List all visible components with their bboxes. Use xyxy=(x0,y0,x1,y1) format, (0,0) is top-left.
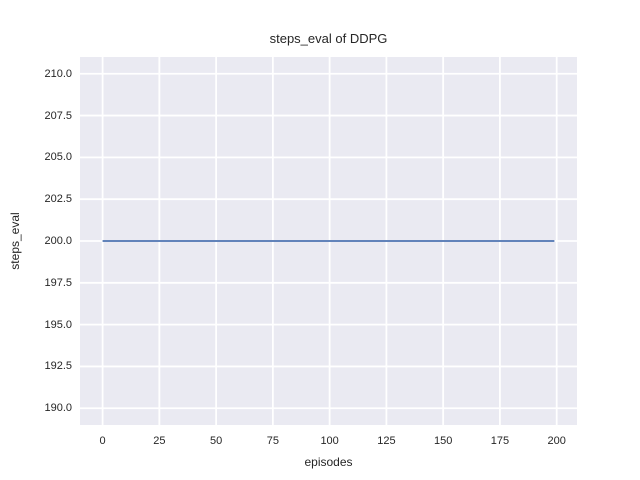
chart-title: steps_eval of DDPG xyxy=(269,31,388,46)
x-tick-label: 150 xyxy=(433,435,453,447)
x-tick-label: 50 xyxy=(209,435,223,447)
x-tick-label: 0 xyxy=(99,435,106,447)
x-tick-label: 200 xyxy=(547,435,566,447)
chart-canvas xyxy=(80,57,577,425)
x-tick-label: 125 xyxy=(377,435,396,447)
plot-area xyxy=(80,57,577,425)
x-tick-label: 75 xyxy=(266,435,279,447)
y-tick-label: 207.5 xyxy=(44,109,72,122)
y-tick-label: 190.0 xyxy=(44,402,72,415)
x-tick-label: 25 xyxy=(153,435,166,447)
x-tick-label: 175 xyxy=(490,435,510,447)
y-tick-label: 197.5 xyxy=(44,276,72,289)
y-tick-label: 205.0 xyxy=(44,151,72,164)
y-tick-label: 202.5 xyxy=(44,193,72,206)
x-axis-label: episodes xyxy=(304,455,353,469)
y-tick-label: 200.0 xyxy=(44,235,72,247)
x-tick-label: 100 xyxy=(320,435,339,447)
y-tick-label: 192.5 xyxy=(44,360,72,373)
y-tick-label: 210.0 xyxy=(44,67,72,80)
y-tick-label: 195.0 xyxy=(44,318,72,331)
